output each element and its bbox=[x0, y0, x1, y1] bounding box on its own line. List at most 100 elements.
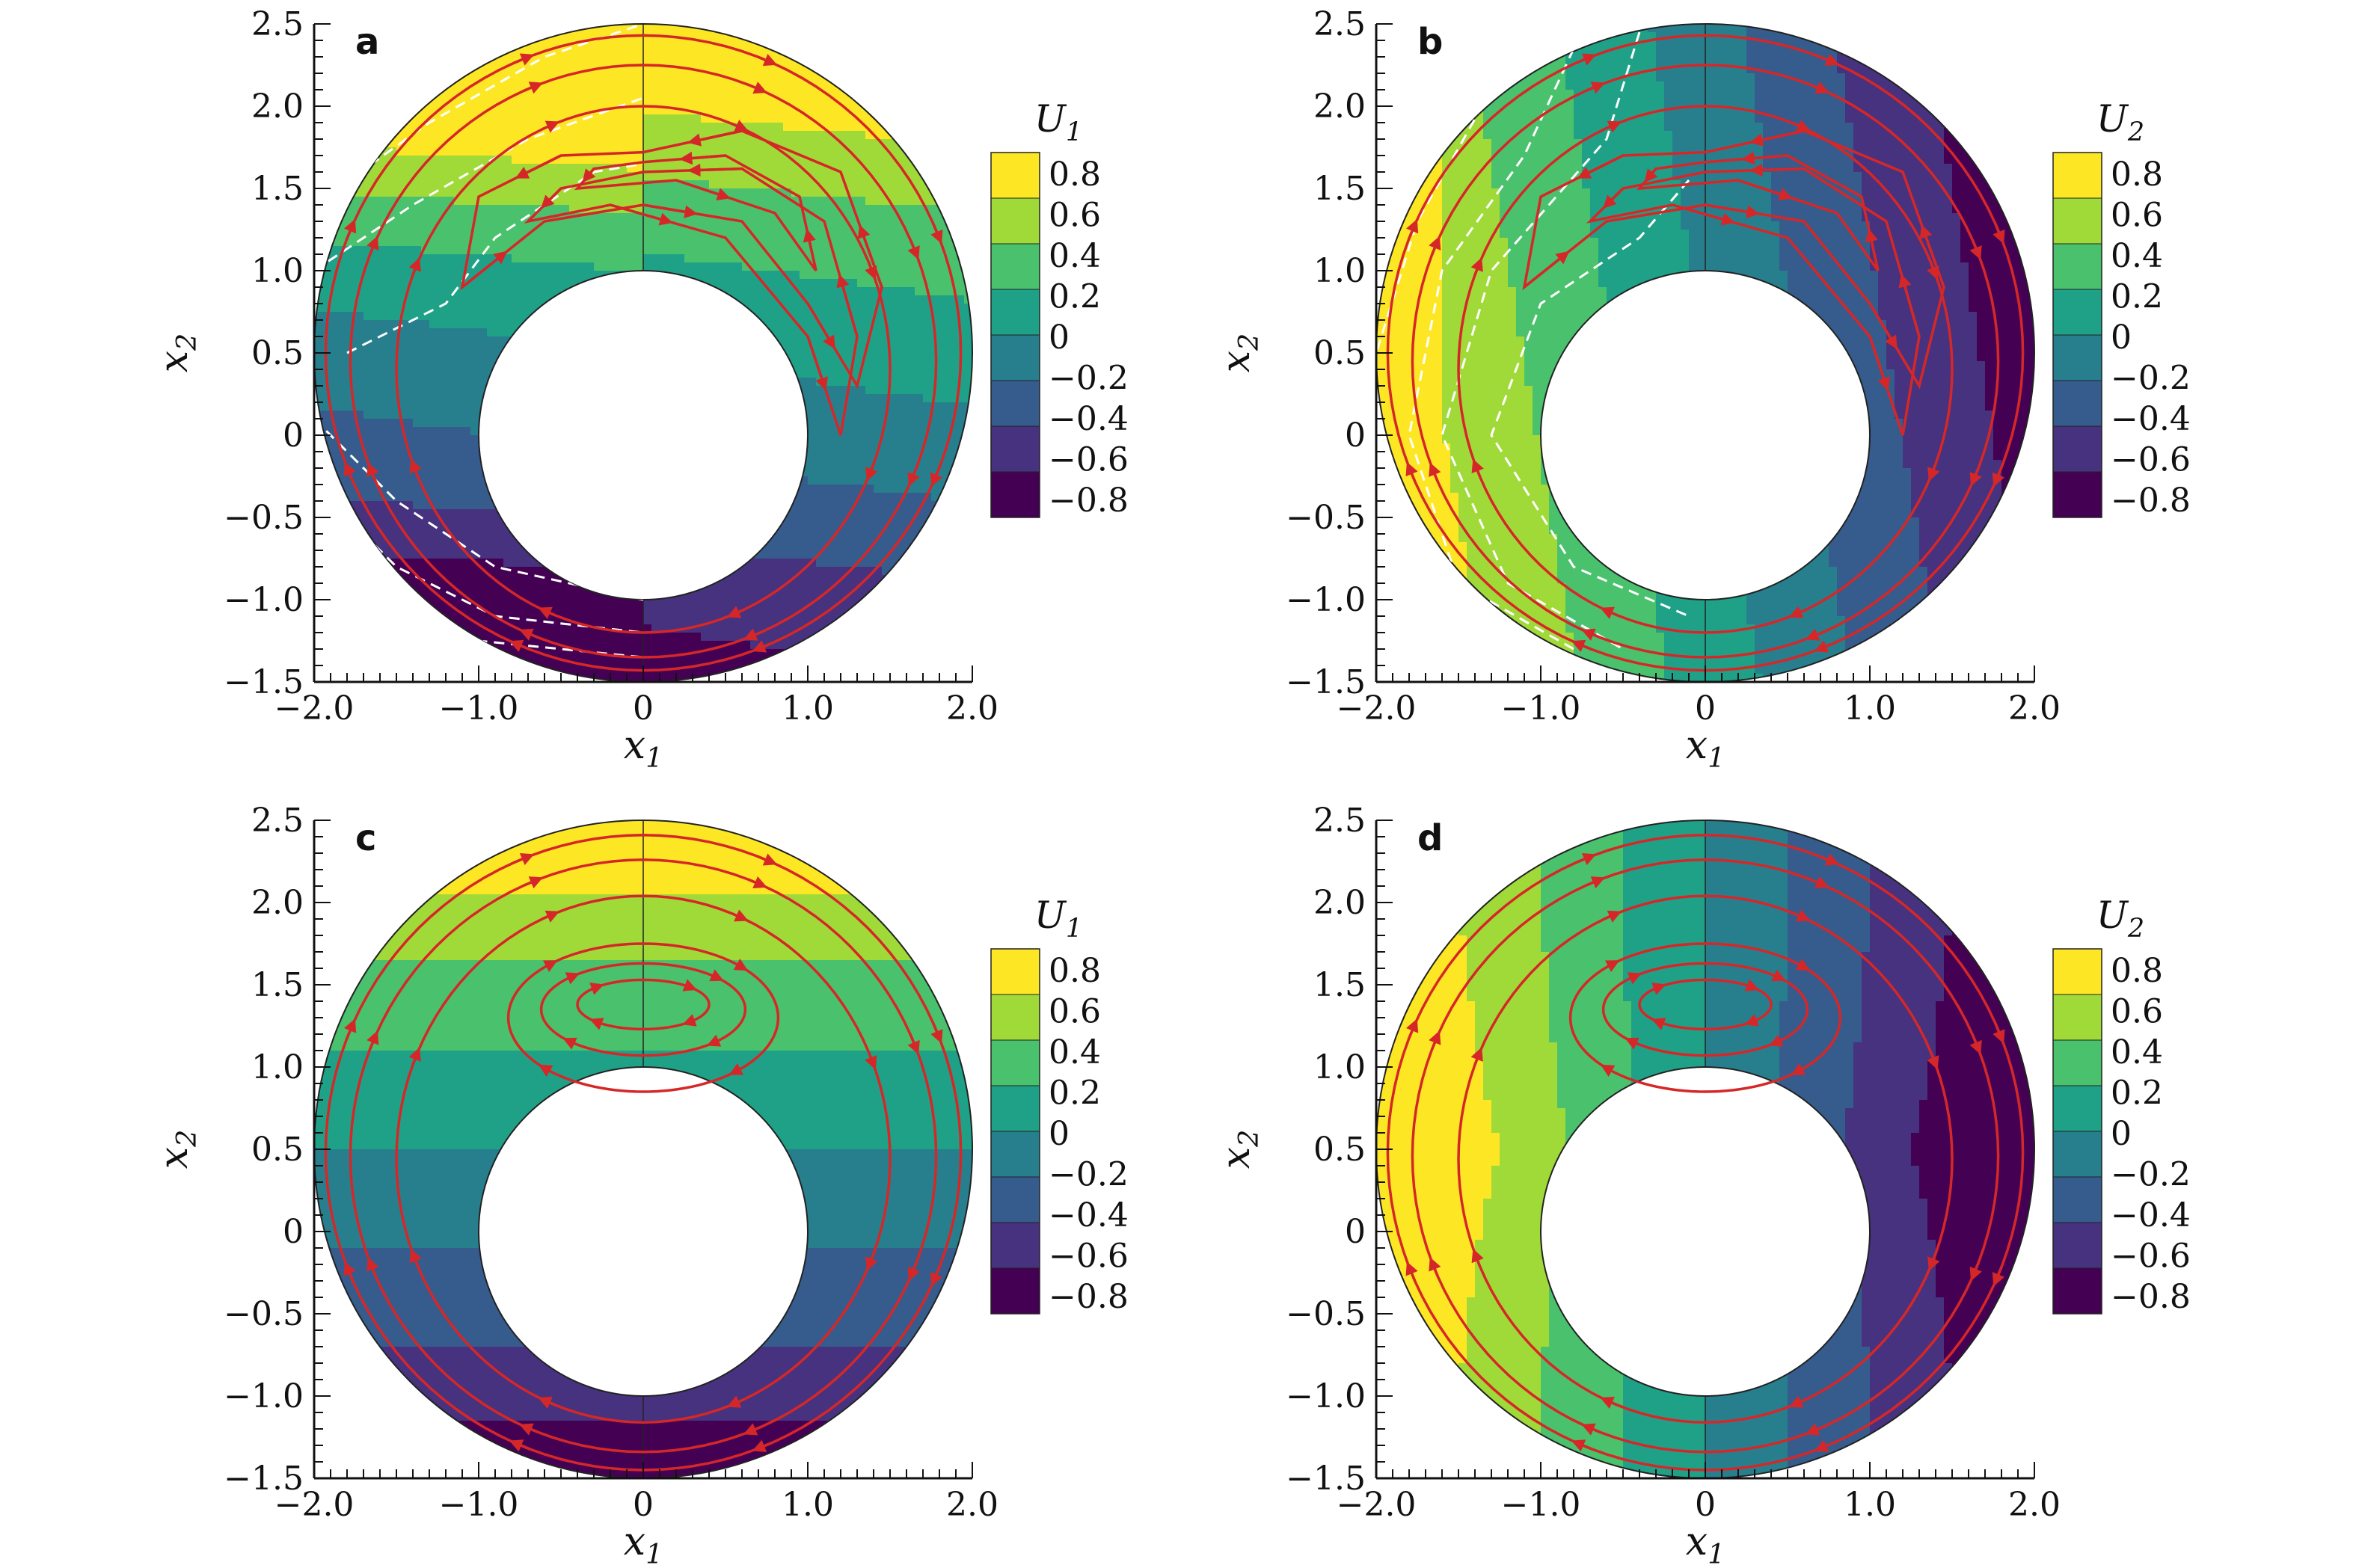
streamline-outer-3 bbox=[1457, 105, 1954, 634]
streamline-arrow bbox=[679, 151, 726, 165]
colorbar-segment bbox=[2053, 1177, 2102, 1223]
colorbar-title: U2 bbox=[2096, 97, 2144, 147]
inner-cylinder bbox=[1540, 270, 1871, 600]
inner-cylinder bbox=[478, 1066, 809, 1397]
y-tick-label: −0.5 bbox=[1286, 499, 1366, 537]
streamline-arrow bbox=[1865, 228, 1880, 271]
x-axis-label: x1 bbox=[624, 723, 663, 774]
streamline-arrow bbox=[1814, 1439, 1835, 1452]
x-tick-label: 1.0 bbox=[1844, 689, 1896, 728]
colorbar-tick-label: 0.4 bbox=[1049, 237, 1101, 275]
streamline-arrow bbox=[1737, 179, 1793, 200]
streamline-arrow bbox=[642, 203, 698, 218]
x-tick-label: −2.0 bbox=[274, 1486, 355, 1524]
streamline-arrow bbox=[409, 1248, 422, 1267]
colorbar-tick-label: −0.2 bbox=[1049, 360, 1129, 398]
streamline-arrow bbox=[747, 82, 767, 94]
colorbar-tick-label: −0.8 bbox=[2111, 482, 2191, 520]
streamline-arrow bbox=[1603, 187, 1625, 209]
colorbar-segment bbox=[991, 153, 1040, 198]
y-tick-label: 1.0 bbox=[1313, 252, 1366, 290]
y-tick-label: 0.5 bbox=[251, 1131, 304, 1169]
colorbar-segment bbox=[2053, 949, 2102, 994]
streamline-arrow bbox=[1406, 218, 1419, 240]
colorbar-tick-label: 0 bbox=[1049, 319, 1070, 357]
streamline-arrow bbox=[565, 972, 580, 985]
y-tick-label: 1.5 bbox=[1313, 966, 1366, 1004]
streamline-arrow bbox=[343, 461, 356, 483]
streamline-arrow bbox=[857, 224, 883, 288]
streamline-outer-3 bbox=[1457, 894, 1954, 1424]
streamline-arrow bbox=[542, 120, 560, 133]
colorbar-segment bbox=[2053, 1223, 2102, 1268]
colorbar-segment bbox=[991, 426, 1040, 472]
y-tick-label: 0.5 bbox=[1313, 1131, 1366, 1169]
y-tick-label: −1.5 bbox=[1286, 1460, 1366, 1498]
y-tick-label: 2.0 bbox=[251, 87, 304, 126]
x-tick-label: 2.0 bbox=[2008, 689, 2061, 728]
colorbar-segment bbox=[991, 289, 1040, 335]
streamline-arrow bbox=[1969, 1261, 1982, 1282]
streamline-outer-2 bbox=[349, 858, 938, 1454]
y-tick-label: 1.0 bbox=[251, 252, 304, 290]
streamline-arrow bbox=[1600, 1397, 1618, 1409]
streamline-arrow bbox=[728, 1063, 744, 1075]
x-tick-label: 0 bbox=[633, 689, 654, 728]
streamline-arrow bbox=[1969, 240, 1982, 260]
panel-a: −2.0 −1.0 0 1.0 2.0 −1.5 −1.0 −0.5 0 0.5 1.0 1.5 2.0… bbox=[152, 5, 1129, 774]
x-tick-label: −1.0 bbox=[1501, 1486, 1581, 1524]
x-tick-label: −1.0 bbox=[439, 689, 519, 728]
y-tick-label: −1.5 bbox=[224, 1460, 304, 1498]
streamline-arrow bbox=[542, 960, 558, 973]
colorbar-tick-label: 0.8 bbox=[1049, 952, 1101, 990]
panel-b: −2.0 −1.0 0 1.0 2.0 −1.5 −1.0 −0.5 0 0.5 1.0 1.5 2.0… bbox=[1214, 5, 2191, 774]
colorbar-segment bbox=[991, 1268, 1040, 1314]
streamline-arrow bbox=[524, 876, 544, 889]
streamline-arrow bbox=[1575, 53, 1597, 66]
streamline-arrow bbox=[343, 1261, 356, 1282]
streamline-arrow bbox=[513, 53, 535, 66]
streamline-arrow bbox=[743, 1423, 763, 1436]
x-tick-label: 0 bbox=[633, 1486, 654, 1524]
streamline-arrow bbox=[1429, 462, 1441, 482]
streamline-arrow bbox=[1927, 1252, 1940, 1271]
streamline-arrow bbox=[1705, 203, 1760, 218]
colorbar-tick-label: 0.2 bbox=[2111, 278, 2163, 316]
x-tick-label: 2.0 bbox=[2008, 1486, 2061, 1524]
streamline-arrow bbox=[1577, 154, 1624, 179]
streamline-arrow bbox=[519, 1423, 539, 1436]
colorbar-tick-label: −0.8 bbox=[2111, 1278, 2191, 1316]
y-axis-label: x2 bbox=[152, 333, 203, 372]
streamline-arrow bbox=[562, 1037, 577, 1050]
streamline-arrow bbox=[1788, 606, 1806, 618]
x-tick-label: −2.0 bbox=[1337, 689, 1417, 728]
streamline-arrow bbox=[513, 852, 535, 866]
colorbar-segment bbox=[991, 994, 1040, 1040]
streamline-arrow bbox=[1405, 461, 1418, 483]
colorbar-segment bbox=[991, 1086, 1040, 1131]
colorbar-segment bbox=[2053, 994, 2102, 1040]
streamline-arrow bbox=[752, 640, 773, 653]
streamline-arrow bbox=[538, 606, 556, 619]
streamline-arrow bbox=[1993, 1023, 2005, 1044]
colorbar-segment bbox=[991, 1131, 1040, 1177]
streamline-arrow bbox=[682, 1014, 697, 1027]
streamline-arrow bbox=[1600, 606, 1618, 619]
streamline-arrow bbox=[461, 250, 508, 289]
streamline-arrow bbox=[1575, 852, 1597, 866]
streamline-arrow bbox=[1788, 1395, 1806, 1408]
y-tick-label: −0.5 bbox=[1286, 1295, 1366, 1333]
streamline-arrow bbox=[930, 223, 943, 245]
streamline-arrow bbox=[731, 120, 749, 132]
y-tick-label: −1.0 bbox=[224, 1377, 304, 1415]
colorbar-tick-label: 0.6 bbox=[1049, 993, 1101, 1031]
panel-d: −2.0 −1.0 0 1.0 2.0 −1.5 −1.0 −0.5 0 0.5 1.0 1.5 2.0… bbox=[1214, 802, 2191, 1568]
streamline-arrow bbox=[743, 628, 763, 641]
streamline-arrow bbox=[930, 1265, 942, 1287]
streamline-arrow bbox=[1600, 1064, 1616, 1077]
streamline-arrow bbox=[1470, 257, 1483, 276]
streamline-arrow bbox=[1749, 129, 1805, 147]
streamline-arrow bbox=[930, 1023, 943, 1044]
streamline-arrow bbox=[1868, 303, 1898, 350]
x-tick-label: 2.0 bbox=[946, 689, 998, 728]
